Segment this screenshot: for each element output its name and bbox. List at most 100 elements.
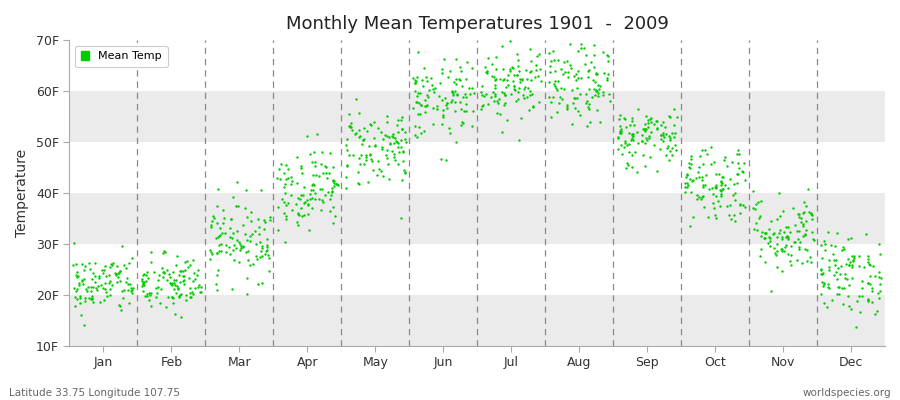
Point [418, 103, 433, 110]
Point [630, 129, 644, 135]
Point [295, 213, 310, 220]
Point [665, 145, 680, 151]
Point [693, 153, 707, 159]
Point [581, 101, 596, 107]
Point [366, 167, 381, 174]
Point [454, 121, 468, 128]
Point [408, 132, 422, 138]
Point [559, 102, 573, 109]
Point [239, 274, 254, 281]
Point [158, 270, 172, 276]
Point [839, 261, 853, 268]
Point [209, 235, 223, 241]
Point [845, 262, 859, 268]
Point [799, 247, 814, 254]
Point [587, 42, 601, 48]
Point [245, 231, 259, 237]
Point [646, 142, 661, 149]
Point [861, 253, 876, 259]
Point [501, 82, 516, 88]
Point [796, 220, 810, 227]
Point [511, 63, 526, 70]
Point [157, 269, 171, 275]
Point [309, 172, 323, 178]
Point [498, 92, 512, 98]
Point [618, 138, 633, 144]
Point [294, 163, 309, 170]
Point [226, 194, 240, 200]
Point [859, 231, 873, 237]
Point [211, 266, 225, 273]
Point [794, 219, 808, 225]
Point [617, 116, 632, 122]
Point [501, 72, 516, 78]
Point [174, 314, 188, 320]
Point [498, 100, 512, 106]
Point [203, 222, 218, 228]
Point [327, 180, 341, 187]
Point [85, 296, 99, 302]
Point [524, 67, 538, 74]
Point [359, 154, 374, 160]
Point [312, 172, 327, 179]
Point [521, 85, 535, 92]
Point [572, 112, 587, 118]
Point [855, 278, 869, 284]
Point [302, 191, 317, 197]
Point [68, 288, 83, 294]
Point [480, 91, 494, 97]
Point [828, 269, 842, 275]
Point [796, 223, 811, 229]
Point [184, 290, 198, 296]
Point [210, 250, 224, 256]
Point [715, 174, 729, 180]
Point [445, 96, 459, 103]
Point [315, 149, 329, 155]
Point [410, 93, 425, 100]
Point [565, 121, 580, 127]
Point [732, 165, 746, 172]
Point [682, 160, 697, 166]
Point [695, 176, 709, 183]
Point [274, 161, 288, 168]
Point [157, 248, 171, 254]
Point [330, 182, 345, 188]
Point [69, 274, 84, 280]
Point [348, 130, 363, 136]
Point [408, 77, 422, 84]
Point [140, 291, 154, 297]
Point [814, 270, 828, 277]
Point [661, 145, 675, 151]
Point [601, 58, 616, 64]
Point [240, 248, 255, 254]
Point [230, 179, 244, 185]
Point [464, 123, 479, 129]
Point [731, 160, 745, 166]
Point [406, 75, 420, 81]
Point [798, 246, 813, 253]
Point [845, 253, 859, 260]
Point [225, 286, 239, 292]
Point [772, 213, 787, 219]
Point [326, 219, 340, 226]
Point [488, 82, 502, 89]
Point [758, 259, 772, 265]
Point [326, 164, 340, 170]
Point [74, 312, 88, 318]
Point [653, 132, 668, 138]
Point [492, 76, 507, 82]
Bar [69, 40, 885, 91]
Point [626, 164, 640, 170]
Point [525, 91, 539, 97]
Point [589, 92, 603, 98]
Point [447, 99, 462, 105]
Point [174, 268, 188, 274]
Point [560, 106, 574, 112]
Point [716, 186, 730, 193]
Point [716, 186, 731, 192]
Point [278, 238, 293, 245]
Point [109, 272, 123, 278]
Point [622, 130, 636, 136]
Point [343, 124, 357, 130]
Point [87, 279, 102, 285]
